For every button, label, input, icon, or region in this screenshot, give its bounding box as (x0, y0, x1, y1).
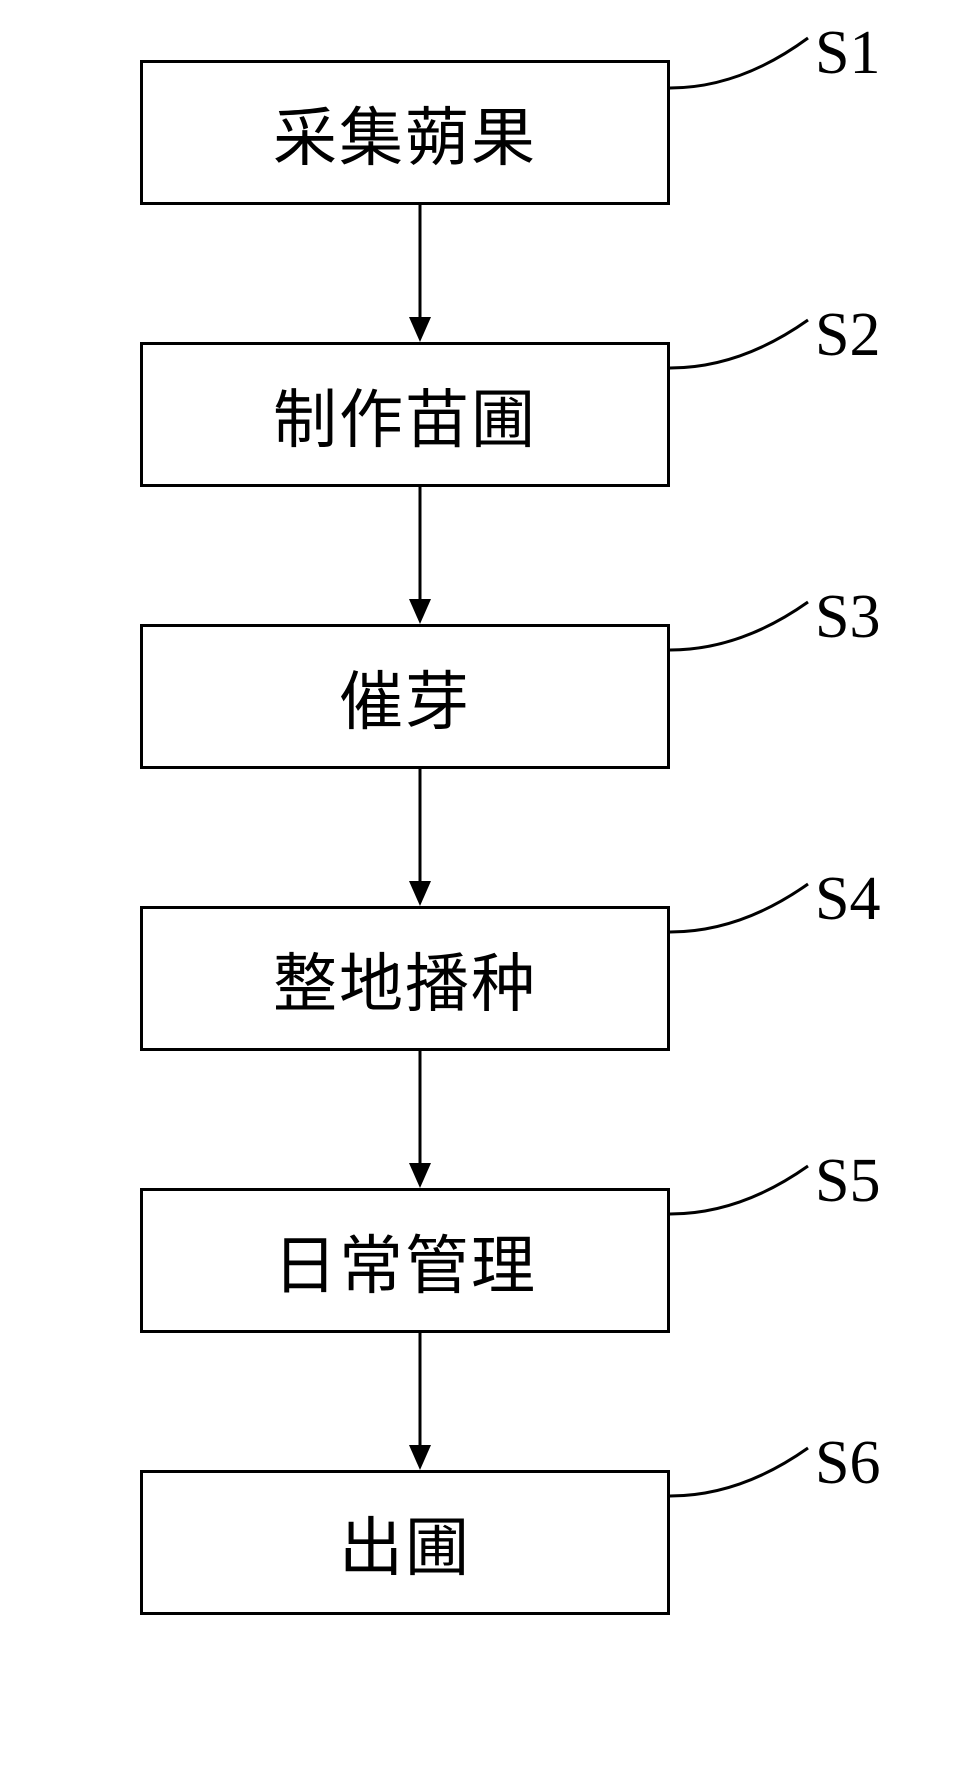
step-tag-s5: S5 (815, 1146, 880, 1217)
step-label-s4: 整地播种 (273, 933, 537, 1025)
step-box-s5: 日常管理 (140, 1188, 670, 1333)
arrow-4 (405, 1051, 435, 1188)
arrow-3 (405, 769, 435, 906)
step-box-s3: 催芽 (140, 624, 670, 769)
step-label-s1: 采集蒴果 (273, 87, 537, 179)
step-box-s2: 制作苗圃 (140, 342, 670, 487)
step-tag-s4: S4 (815, 864, 880, 935)
step-label-s2: 制作苗圃 (273, 369, 537, 461)
flowchart-container: 采集蒴果 S1 制作苗圃 S2 催芽 S3 整地播种 S4 (0, 0, 968, 1777)
step-box-s4: 整地播种 (140, 906, 670, 1051)
step-label-s5: 日常管理 (273, 1215, 537, 1307)
step-tag-s2: S2 (815, 300, 880, 371)
arrow-5 (405, 1333, 435, 1470)
step-tag-s6: S6 (815, 1428, 880, 1499)
arrow-2 (405, 487, 435, 624)
step-box-s1: 采集蒴果 (140, 60, 670, 205)
step-tag-s1: S1 (815, 18, 880, 89)
step-box-s6: 出圃 (140, 1470, 670, 1615)
step-tag-s3: S3 (815, 582, 880, 653)
step-label-s3: 催芽 (339, 651, 471, 743)
arrow-1 (405, 205, 435, 342)
step-label-s6: 出圃 (339, 1497, 471, 1589)
